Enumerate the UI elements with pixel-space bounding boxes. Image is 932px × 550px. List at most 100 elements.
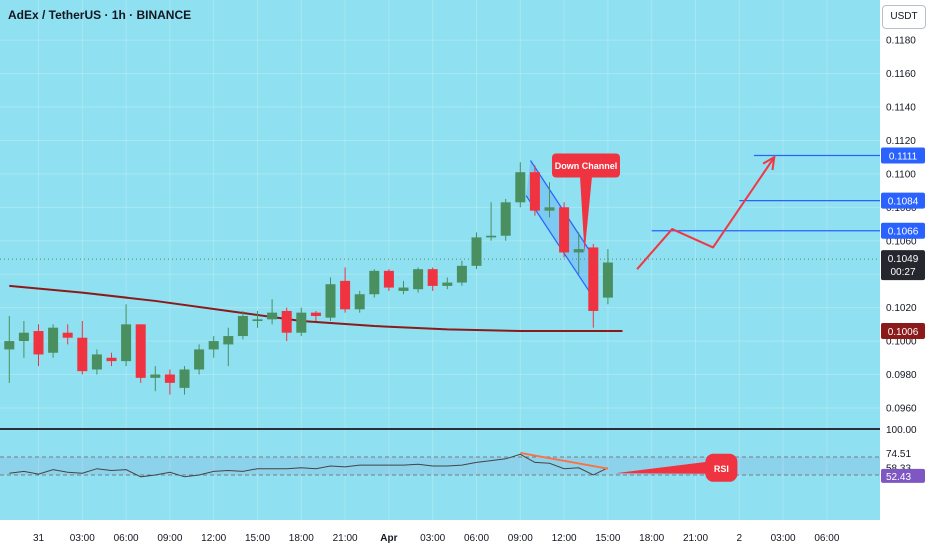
candle-body [383,270,394,288]
target-level-tag [881,222,925,239]
candle-body [296,312,307,333]
rsi-callout[interactable]: RSI [615,453,738,482]
moving-average-value: 0.1006 [888,327,919,338]
price-tick-label: 0.0980 [886,370,917,381]
time-tick-label: 03:00 [771,533,796,544]
target-level-value: 0.1084 [888,197,919,208]
rsi-divergence-line[interactable] [520,451,609,470]
candle[interactable] [310,310,321,321]
candle[interactable] [602,249,613,305]
down-channel-callout[interactable]: Down Channel [552,153,620,253]
currency-button[interactable]: USDT [882,5,926,29]
candle[interactable] [354,290,365,313]
price-tick-label: 0.1020 [886,303,917,314]
time-tick-label: 15:00 [595,533,620,544]
candle[interactable] [4,315,15,383]
candle[interactable] [150,366,161,392]
candle[interactable] [62,324,73,345]
candle-body [33,331,44,355]
candle[interactable] [223,327,234,367]
candle[interactable] [267,299,278,325]
candle[interactable] [383,269,394,291]
target-level-tag [881,147,925,164]
candle[interactable] [413,267,424,293]
time-tick-label: 2 [737,533,743,544]
candle[interactable] [529,165,540,216]
candle[interactable] [48,324,59,358]
candle[interactable] [281,307,292,342]
candle[interactable] [237,310,248,340]
candle[interactable] [77,321,88,375]
time-tick-label: 18:00 [289,533,314,544]
price-tick-label: 0.0960 [886,403,917,414]
candle[interactable] [544,182,555,218]
candle[interactable] [442,277,453,290]
candle[interactable] [471,232,482,270]
candle-body [325,284,336,318]
candle-body [281,310,292,333]
moving-average-line [9,284,623,333]
candle[interactable] [398,280,409,295]
candle[interactable] [18,321,29,358]
candle[interactable] [456,260,467,286]
rsi-value-tag-bg [881,468,925,483]
projection-path[interactable] [636,156,776,270]
candle[interactable] [588,244,599,328]
candle[interactable] [515,162,526,208]
candle[interactable] [427,267,438,291]
time-tick-label: 06:00 [464,533,489,544]
candle[interactable] [106,352,117,367]
candle[interactable] [91,349,102,375]
price-tick-label: 0.1120 [886,136,916,147]
candle[interactable] [164,369,175,395]
candle[interactable] [179,366,190,395]
candle[interactable] [559,202,570,258]
target-level-label[interactable]: 0.1084 [881,192,925,209]
candle[interactable] [486,202,497,241]
candle[interactable] [340,267,351,313]
rsi-callout-bg [705,453,738,482]
candle-body [223,336,234,345]
candle[interactable] [325,277,336,321]
candle[interactable] [252,310,263,328]
candle-body [500,202,511,236]
time-tick-label: 31 [33,533,45,544]
time-tick-label: 12:00 [201,533,226,544]
target-level-label[interactable]: 0.1111 [881,147,925,164]
candle-body [77,337,88,372]
candle-body [106,357,117,362]
target-level-tag [881,192,925,209]
candle[interactable] [369,269,380,298]
candle[interactable] [135,324,146,383]
rsi-callout-text: RSI [714,464,729,474]
candle-body [427,269,438,286]
price-tick-label: 0.1060 [886,236,917,247]
target-level-label[interactable]: 0.1066 [881,222,925,239]
candle[interactable] [33,324,44,367]
candle-body [573,249,584,253]
rsi-tick-label: 100.00 [886,425,917,436]
target-level-value: 0.1066 [888,227,919,238]
time-tick-label: 21:00 [333,533,358,544]
candle-body [252,319,263,321]
candle[interactable] [573,232,584,275]
target-level-value: 0.1111 [889,151,918,162]
candle-body [135,324,146,378]
candle-body [121,324,132,362]
candle[interactable] [296,307,307,337]
candle[interactable] [208,336,219,358]
candle-body [4,341,15,350]
candle-body [529,172,540,211]
candle-body [602,262,613,298]
down-channel-callout-bg [552,153,620,178]
candle-body [354,294,365,310]
candle[interactable] [121,304,132,367]
moving-average-tag-bg [881,323,925,340]
time-axis-background [0,520,932,550]
candle-body [515,172,526,203]
candle[interactable] [194,344,205,375]
price-tick-label: 0.1160 [886,69,916,80]
candle[interactable] [500,198,511,241]
